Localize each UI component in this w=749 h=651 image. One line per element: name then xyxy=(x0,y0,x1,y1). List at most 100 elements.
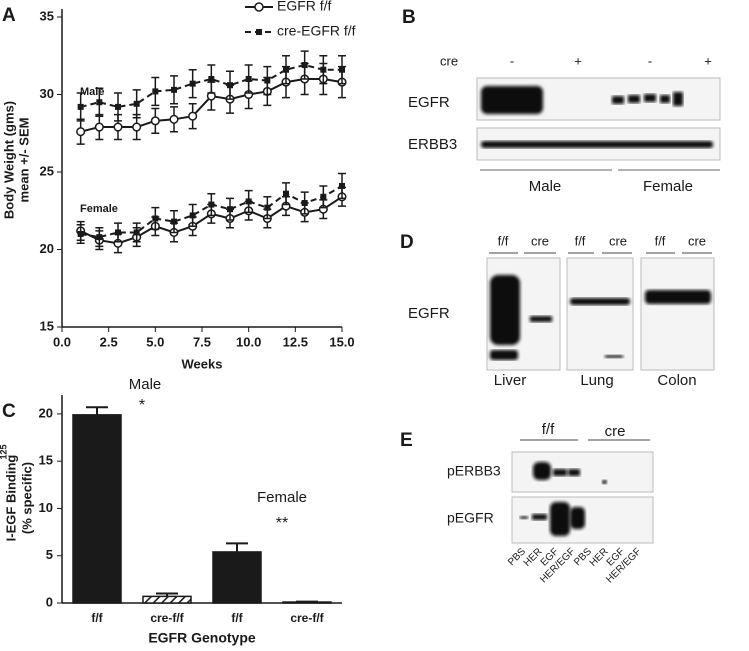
point xyxy=(133,100,140,107)
y-axis-label: I-EGF Binding xyxy=(3,455,18,542)
legend-label: cre-EGFR f/f xyxy=(277,23,356,39)
x-tick-label: 10.0 xyxy=(236,334,261,349)
lane-header: cre xyxy=(609,233,627,248)
point xyxy=(77,103,84,110)
lane-label: - xyxy=(648,53,652,68)
error-bar xyxy=(226,542,248,552)
panel-e: E f/f cre pERBB3 pEGFR PBSHEREGFHER/EGFP… xyxy=(400,421,654,585)
panel-label: C xyxy=(2,401,16,422)
lane-label: - xyxy=(510,53,514,68)
point xyxy=(152,215,159,222)
y-tick-label: 20 xyxy=(39,405,53,420)
group-label: f/f xyxy=(542,421,555,438)
point xyxy=(133,229,140,236)
point xyxy=(115,229,121,236)
x-tick-label: 15.0 xyxy=(329,334,354,349)
x-tick-label: 2.5 xyxy=(100,334,118,349)
bar xyxy=(72,414,122,604)
x-tick-label: f/f xyxy=(91,611,103,625)
bar xyxy=(142,595,192,604)
lane-header: f/f xyxy=(575,233,586,248)
point xyxy=(208,201,215,208)
point xyxy=(283,66,289,73)
x-tick-label: cre-f/f xyxy=(150,611,184,625)
row-label: EGFR xyxy=(408,94,450,111)
y-axis-label-sup: 125 xyxy=(0,444,8,459)
y-tick-label: 0 xyxy=(46,594,53,609)
y-tick-label: 15 xyxy=(40,318,54,333)
x-tick-label: 12.5 xyxy=(283,334,308,349)
row-label: EGFR xyxy=(408,305,450,322)
panel-label: D xyxy=(400,232,414,253)
point xyxy=(96,234,103,241)
point xyxy=(171,86,177,93)
point xyxy=(339,182,345,189)
y-tick-label: 5 xyxy=(46,547,53,562)
point xyxy=(227,82,233,89)
tissue-label: Colon xyxy=(657,372,696,389)
point xyxy=(227,206,233,213)
y-axis-label: Body Weight (gms) xyxy=(1,101,16,219)
point xyxy=(339,66,345,73)
y-tick-label: 10 xyxy=(39,500,53,515)
point xyxy=(264,77,271,84)
x-tick-label: cre-f/f xyxy=(290,611,324,625)
annotation: Female xyxy=(257,489,307,506)
y-tick-label: 30 xyxy=(40,86,54,101)
series-line xyxy=(80,64,342,108)
group-label: Male xyxy=(529,178,562,195)
annotation: * xyxy=(139,397,145,414)
row-label: pEGFR xyxy=(447,510,494,526)
panel-d: D f/f cre f/f cre f/f cre EGFR Liver Lun… xyxy=(400,232,715,389)
point xyxy=(132,122,142,132)
bar xyxy=(282,601,332,604)
y-axis-label: mean +/- SEM xyxy=(16,118,31,203)
group-label: cre xyxy=(605,423,626,440)
blot xyxy=(566,257,634,371)
annotation: Female xyxy=(80,203,118,215)
point xyxy=(264,204,271,211)
point xyxy=(115,103,121,110)
lane-header: f/f xyxy=(498,233,509,248)
point xyxy=(301,200,308,206)
annotation: Male xyxy=(129,376,162,393)
point xyxy=(188,111,198,121)
x-axis-label: Weeks xyxy=(182,356,223,371)
point xyxy=(208,76,215,82)
annotation: ** xyxy=(276,515,288,532)
blot-bands xyxy=(490,275,711,360)
legend-label: EGFR f/f xyxy=(277,0,332,14)
point xyxy=(77,231,84,237)
y-tick-label: 35 xyxy=(40,8,54,23)
point xyxy=(113,122,123,132)
point xyxy=(245,76,252,82)
point xyxy=(189,212,196,219)
legend-marker xyxy=(256,29,262,35)
y-tick-label: 20 xyxy=(40,241,54,256)
tissue-label: Liver xyxy=(494,372,527,389)
point xyxy=(96,99,103,106)
panel-label: E xyxy=(400,430,413,451)
blot xyxy=(640,257,715,371)
point xyxy=(320,66,327,73)
panel-label: A xyxy=(2,5,16,26)
point xyxy=(150,116,160,126)
group-label: Female xyxy=(643,178,693,195)
lane-header: cre xyxy=(688,233,706,248)
x-tick-label: 7.5 xyxy=(193,334,211,349)
x-tick-label: 5.0 xyxy=(146,334,164,349)
cre-label: cre xyxy=(440,53,458,68)
panel-label: B xyxy=(402,7,416,28)
legend-marker xyxy=(254,2,264,12)
point xyxy=(152,88,159,95)
panel-c: C 0 5 10 15 20 f/f cre-f/f f/f cre-f/f EGFR Genoty… xyxy=(0,376,342,646)
point xyxy=(189,80,196,87)
x-tick-label: f/f xyxy=(231,611,243,625)
bar xyxy=(212,551,262,604)
point xyxy=(245,198,252,205)
y-axis-label: (% specific) xyxy=(19,462,34,534)
lane-label: + xyxy=(704,53,712,68)
point xyxy=(283,190,289,197)
